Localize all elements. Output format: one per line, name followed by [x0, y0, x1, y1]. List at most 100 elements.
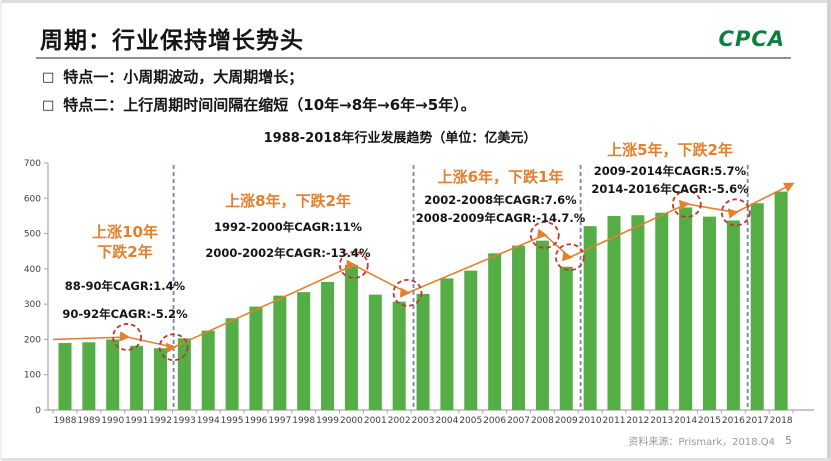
- slide-border-bottom: [0, 458, 831, 461]
- y-tick-label: 300: [24, 300, 41, 310]
- x-tick-label: 1994: [197, 416, 220, 426]
- trend-line: [53, 182, 795, 354]
- x-tick-label: 1993: [173, 416, 196, 426]
- cagr-line: 88-90年CAGR:1.4%: [64, 279, 186, 293]
- x-tick-label: 2004: [435, 416, 458, 426]
- x-tick-label: 1999: [316, 416, 339, 426]
- x-tick-label: 2001: [364, 416, 387, 426]
- bar-1992: [153, 348, 167, 410]
- bar-1997: [273, 295, 287, 410]
- cycle-annotation-4: 上涨5年，下跌2年 2009-2014年CAGR:5.7% 2014-2016年…: [580, 141, 760, 197]
- cycle-annotation-title: 上涨10年 下跌2年: [92, 223, 158, 261]
- x-tick-label: 2012: [626, 416, 649, 426]
- bar-1993: [177, 338, 191, 410]
- turning-point-circle-4: [392, 278, 423, 307]
- bar-2001: [368, 294, 382, 410]
- x-tick-label: 2013: [650, 416, 673, 426]
- title-divider: [36, 57, 791, 59]
- bar-2011: [607, 215, 621, 410]
- bar-2000: [344, 264, 358, 410]
- bar-2013: [655, 212, 669, 410]
- x-tick-label: 1997: [268, 416, 291, 426]
- bar-2009: [559, 266, 573, 410]
- y-tick-label: 600: [24, 194, 41, 204]
- x-tick-label: 2018: [770, 416, 793, 426]
- x-tick-label: 1998: [292, 416, 315, 426]
- y-tick-label: 0: [35, 406, 41, 416]
- bar-2006: [488, 253, 502, 410]
- x-tick-label: 2007: [507, 416, 530, 426]
- cycle-annotation-3: 上涨6年，下跌1年 2002-2008年CAGR:7.6% 2008-2009年…: [408, 168, 593, 226]
- x-tick-label: 2015: [698, 416, 721, 426]
- bar-2008: [535, 240, 549, 410]
- y-tick-label: 100: [24, 371, 41, 381]
- bar-2017: [750, 203, 764, 410]
- bar-2005: [464, 270, 478, 410]
- source-note: 资料来源：Prismark，2018.Q4: [628, 437, 775, 448]
- cagr-line: 2014-2016年CAGR:-5.6%: [591, 181, 749, 196]
- x-tick-label: 1995: [221, 416, 244, 426]
- bar-2018: [774, 191, 788, 410]
- cycle-annotation-1: 上涨10年 下跌2年 88-90年CAGR:1.4% 90-92年CAGR:-5…: [45, 223, 205, 322]
- bar-2007: [512, 245, 526, 410]
- x-tick-label: 2017: [746, 416, 769, 426]
- x-tick-label: 2011: [603, 416, 626, 426]
- bar-2016: [726, 220, 740, 410]
- x-tick-label: 2016: [722, 416, 745, 426]
- cycle-annotation-title: 上涨8年，下跌2年: [225, 192, 351, 210]
- cycle-annotation-title: 上涨6年，下跌1年: [437, 168, 564, 186]
- x-tick-label: 2008: [531, 416, 554, 426]
- y-tick-label: 500: [24, 230, 41, 240]
- cagr-line: 2008-2009年CAGR:-14.7.%: [415, 210, 586, 225]
- bar-1996: [249, 306, 263, 410]
- bar-1998: [297, 292, 311, 410]
- slide-border-left: [0, 0, 2, 461]
- x-tick-label: 1988: [54, 416, 77, 426]
- bar-1991: [130, 345, 144, 410]
- turning-point-circle-1: [112, 323, 142, 351]
- bar-1999: [321, 281, 335, 410]
- x-tick-label: 2009: [555, 416, 578, 426]
- x-tick-label: 2002: [388, 416, 411, 426]
- x-tick-label: 2003: [412, 416, 435, 426]
- bar-2012: [631, 215, 645, 410]
- bar-1990: [106, 339, 120, 410]
- bar-2015: [702, 216, 716, 410]
- bar-2010: [583, 226, 597, 410]
- x-tick-label: 1996: [245, 416, 268, 426]
- x-tick-label: 1989: [77, 416, 100, 426]
- cycle-annotation-title: 上涨5年，下跌2年: [607, 141, 733, 159]
- y-tick-label: 700: [24, 159, 41, 169]
- bar-1989: [82, 342, 96, 410]
- page-title: 周期：行业保持增长势头: [40, 28, 304, 54]
- turning-point-circle-3: [338, 251, 369, 279]
- bullet-item-1: □ 特点一：小周期波动，大周期增长；: [42, 66, 303, 87]
- bullet-marker: □: [42, 98, 55, 113]
- x-tick-label: 1990: [101, 416, 124, 426]
- cagr-line: 2000-2002年CAGR:-13.4%: [205, 245, 371, 260]
- y-tick-label: 400: [24, 265, 41, 275]
- x-tick-label: 2005: [459, 416, 482, 426]
- cycle-annotation-2: 上涨8年，下跌2年 1992-2000年CAGR:11% 2000-2002年C…: [198, 192, 378, 261]
- turning-point-circle-2: [158, 333, 189, 362]
- turning-point-circle-6: [554, 243, 585, 272]
- bar-2014: [679, 207, 693, 410]
- bullet-text: 特点二：上行周期时间间隔在缩短（10年→8年→6年→5年）。: [63, 96, 476, 114]
- cagr-line: 2009-2014年CAGR:5.7%: [593, 163, 747, 178]
- cagr-line: 90-92年CAGR:-5.2%: [62, 307, 188, 321]
- x-tick-label: 2010: [579, 416, 602, 426]
- bullet-item-2: □ 特点二：上行周期时间间隔在缩短（10年→8年→6年→5年）。: [42, 94, 476, 115]
- bar-1995: [225, 318, 239, 410]
- chart-title: 1988-2018年行业发展趋势（单位：亿美元）: [263, 131, 537, 146]
- cpca-logo: CPCA: [718, 27, 785, 51]
- bar-1994: [201, 330, 215, 410]
- turning-point-circle-5: [529, 221, 560, 249]
- bar-2003: [416, 293, 430, 410]
- x-tick-label: 2014: [674, 416, 697, 426]
- x-tick-label: 2006: [483, 416, 506, 426]
- turning-point-circle-7: [671, 190, 702, 218]
- cagr-line: 1992-2000年CAGR:11%: [213, 219, 363, 234]
- turning-point-circle-8: [720, 198, 751, 227]
